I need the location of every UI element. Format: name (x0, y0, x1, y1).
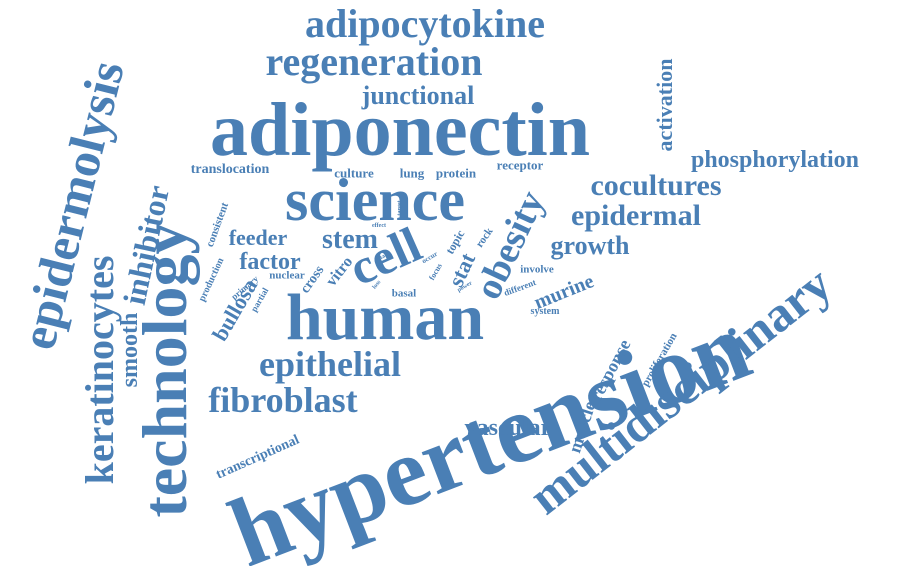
cloud-word-basal: basal (392, 289, 416, 300)
cloud-word-human: human (286, 285, 484, 351)
cloud-word-culture: culture (334, 167, 373, 180)
cloud-word-epithelial: epithelial (259, 346, 401, 382)
cloud-word-activation: activation (654, 59, 676, 152)
cloud-word-effect: effect (372, 223, 386, 229)
cloud-word-growth: growth (551, 233, 630, 259)
cloud-word-focus: focus (428, 262, 444, 281)
cloud-word-system: system (531, 307, 560, 317)
cloud-word-regeneration: regeneration (266, 42, 483, 82)
cloud-word-receptor: receptor (497, 159, 544, 172)
cloud-word-vascular: vascular (465, 416, 552, 440)
cloud-word-production: production (198, 257, 227, 304)
cloud-word-phosphorylation: phosphorylation (691, 148, 859, 172)
cloud-word-cocultures: cocultures (590, 171, 721, 201)
cloud-word-involve: involve (520, 265, 554, 276)
cloud-word-target: target (397, 200, 403, 215)
cloud-word-nuclear: nuclear (269, 271, 304, 282)
cloud-word-junctional: junctional (362, 83, 475, 109)
cloud-word-keratinocytes: keratinocytes (80, 256, 120, 485)
cloud-word-feeder: feeder (229, 227, 288, 249)
cloud-word-translocation: translocation (191, 163, 270, 177)
cloud-word-lung: lung (400, 167, 425, 180)
cloud-word-protein: protein (436, 167, 476, 180)
cloud-word-consistent: consistent (205, 201, 231, 248)
cloud-word-smooth: smooth (118, 313, 142, 388)
cloud-word-epidermal: epidermal (571, 201, 701, 231)
cloud-word-fibroblast: fibroblast (208, 382, 357, 418)
cloud-word-stem: stem (322, 226, 378, 254)
cloud-word-adipocytokine: adipocytokine (305, 4, 545, 44)
